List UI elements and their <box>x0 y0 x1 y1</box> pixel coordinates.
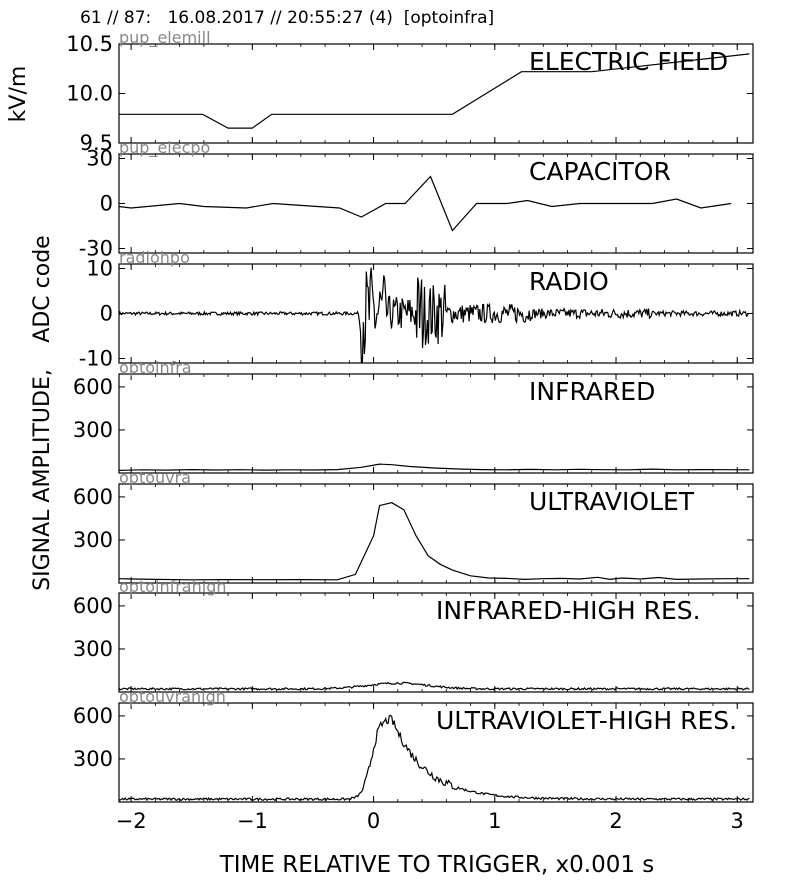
plot-frame-infrared <box>118 373 754 474</box>
y-tick-label: 300 <box>73 747 113 771</box>
x-tick-label: −1 <box>237 809 268 833</box>
panel-title-infrared: INFRARED <box>529 377 655 406</box>
y-tick-label: 300 <box>73 637 113 661</box>
panel-uvhigh: 300 600 ULTRAVIOLET-HIGH RES. optouvrahigh −… <box>73 687 754 833</box>
series-line-radio <box>119 267 749 363</box>
series-line-capacitor <box>119 175 732 232</box>
panel-tag-uvhigh: optouvrahigh <box>119 687 226 706</box>
x-tick-label: 1 <box>488 809 501 833</box>
panel-title-capacitor: CAPACITOR <box>529 157 671 186</box>
series-line-elemill <box>119 53 750 129</box>
y-tick-label: 10.5 <box>66 32 113 56</box>
series-line-uvhigh <box>119 714 750 802</box>
y-tick-label: -30 <box>79 237 113 261</box>
y-axis-label-top: kV/m <box>6 66 31 123</box>
y-tick-label: 600 <box>73 704 113 728</box>
x-tick-label: 3 <box>731 809 744 833</box>
panel-capacitor: -30 0 30 CAPACITOR pup_elecpo <box>79 138 754 261</box>
x-tick-label: −2 <box>116 809 147 833</box>
panel-elemill: 9.5 10.0 10.5 ELECTRIC FIELD pup_elemill <box>66 28 754 155</box>
y-tick-label: 10 <box>86 257 113 281</box>
panel-tag-elemill: pup_elemill <box>119 28 211 48</box>
y-axis-label-main: SIGNAL AMPLITUDE, <box>30 369 55 591</box>
y-tick-label: 600 <box>73 485 113 509</box>
panel-tag-ultraviolet: optouvra <box>119 468 191 487</box>
y-tick-label: 30 <box>86 147 113 171</box>
y-tick-label: 600 <box>73 375 113 399</box>
x-tick-label: 2 <box>609 809 622 833</box>
y-tick-label: 9.5 <box>80 131 113 155</box>
y-axis-label-adc: ADC code <box>30 235 55 342</box>
plot-frame-ultraviolet <box>118 483 754 584</box>
y-tick-label: 0 <box>100 192 113 216</box>
y-tick-label: 300 <box>73 418 113 442</box>
y-tick-label: 10.0 <box>66 82 113 106</box>
series-line-infrared <box>119 463 750 471</box>
series-line-ultraviolet <box>119 502 750 581</box>
panel-tag-capacitor: pup_elecpo <box>119 138 210 158</box>
panel-title-irhigh: INFRARED-HIGH RES. <box>436 596 701 625</box>
plot-frame-uvhigh <box>118 702 754 803</box>
plot-frame-irhigh <box>118 592 754 693</box>
panel-title-elemill: ELECTRIC FIELD <box>529 47 728 76</box>
panel-irhigh: 300 600 INFRARED-HIGH RES. optoinfrahigh <box>73 577 754 693</box>
y-tick-label: 300 <box>73 528 113 552</box>
y-tick-label: 0 <box>100 302 113 326</box>
panel-tag-irhigh: optoinfrahigh <box>119 577 227 596</box>
x-tick-label: 0 <box>367 809 380 833</box>
series-line-irhigh <box>119 681 750 691</box>
y-tick-label: 600 <box>73 594 113 618</box>
panel-title-ultraviolet: ULTRAVIOLET <box>529 487 695 516</box>
x-axis-label: TIME RELATIVE TO TRIGGER, x0.001 s <box>219 852 655 878</box>
panel-ultraviolet: 300 600 ULTRAVIOLET optouvra <box>73 468 754 584</box>
panel-tag-radio: radiohpo <box>119 248 190 267</box>
panel-tag-infrared: optoinfra <box>119 358 192 377</box>
panel-infrared: 300 600 INFRARED optoinfra <box>73 358 754 474</box>
y-tick-label: -10 <box>79 347 113 371</box>
plot-frame-radio <box>118 263 754 364</box>
figure-header: 61 // 87: 16.08.2017 // 20:55:27 (4) [op… <box>80 8 495 28</box>
panel-radio: -10 0 10 RADIO radiohpo <box>79 248 754 371</box>
panel-title-uvhigh: ULTRAVIOLET-HIGH RES. <box>436 706 737 735</box>
panel-title-radio: RADIO <box>529 267 609 296</box>
